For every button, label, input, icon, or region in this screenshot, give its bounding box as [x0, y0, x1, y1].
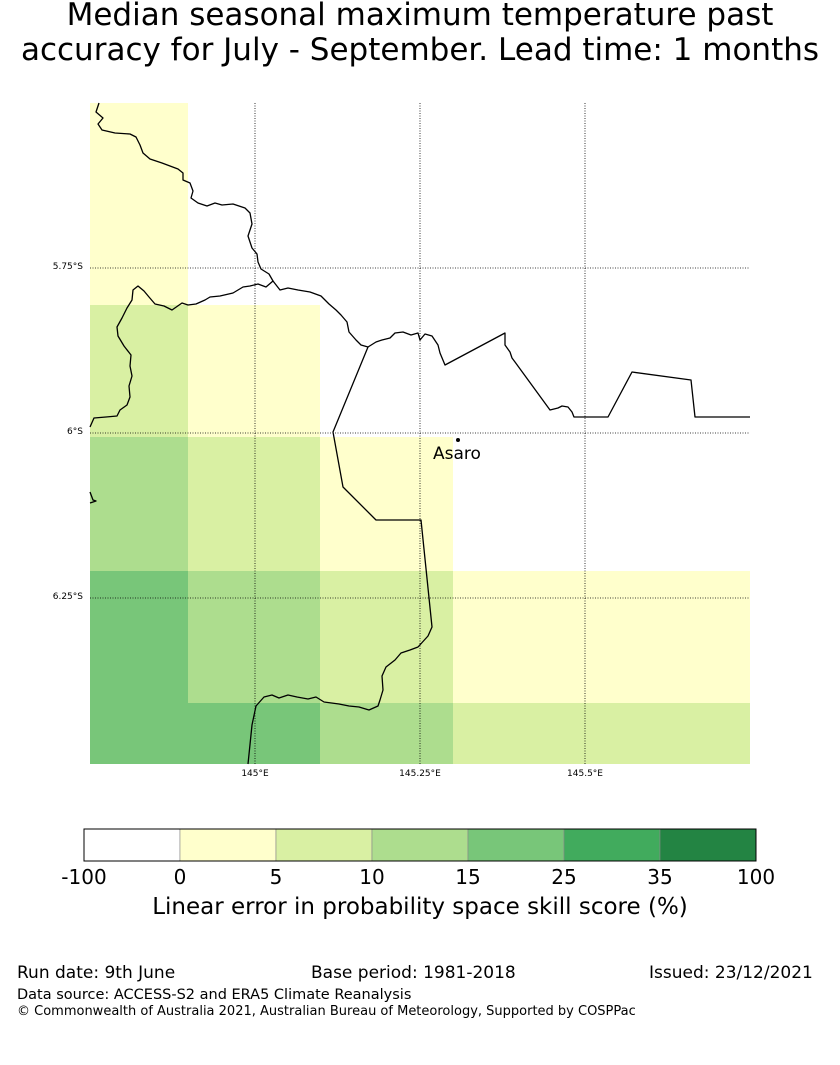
grid-cell	[90, 173, 188, 305]
grid-cell	[320, 703, 453, 764]
chart-title-line-2: accuracy for July - September. Lead time…	[20, 32, 820, 68]
boundary-central	[247, 346, 433, 765]
grid-cell	[90, 437, 188, 571]
grid-cell	[90, 703, 188, 764]
grid-cell	[585, 437, 717, 571]
grid-cell	[717, 703, 750, 764]
grid-cell	[585, 571, 717, 703]
lat-label-6: 6°S	[67, 427, 83, 437]
grid-cell	[717, 173, 750, 305]
lat-label-5-75: 5.75°S	[52, 262, 83, 272]
province-boundaries	[89, 102, 750, 765]
boundary-west-edge	[89, 491, 97, 504]
grid-cell	[453, 173, 585, 305]
boundary-north	[89, 102, 274, 428]
grid-cell	[320, 437, 453, 571]
grid-cell	[717, 571, 750, 703]
grid-cell	[453, 571, 585, 703]
grid-cell	[90, 305, 188, 437]
grid-cell	[90, 103, 188, 173]
grid-cell	[585, 173, 717, 305]
colorbar-tick: 25	[551, 865, 577, 889]
colorbar	[83, 828, 757, 862]
chart-title-line-1: Median seasonal maximum temperature past	[66, 0, 774, 33]
grid-cell	[585, 703, 717, 764]
colorbar-swatch	[371, 828, 469, 862]
lon-label-145: 145°E	[241, 769, 269, 779]
colorbar-tick: 5	[269, 865, 283, 889]
grid-cell	[188, 437, 320, 571]
colorbar-tick: 100	[736, 865, 776, 889]
grid-cell	[585, 103, 717, 173]
lon-label-145-25: 145.25°E	[399, 769, 441, 779]
grid-cell	[320, 571, 453, 703]
boundary-north-east	[272, 280, 750, 418]
colorbar-tick: 15	[455, 865, 481, 889]
colorbar-swatch	[659, 828, 757, 862]
issued-date: Issued: 23/12/2021	[649, 963, 813, 983]
grid-cell	[320, 173, 453, 305]
colorbar-tick: 0	[173, 865, 187, 889]
colorbar-swatch	[275, 828, 373, 862]
grid-cell	[188, 571, 320, 703]
place-marker	[456, 438, 460, 442]
colorbar-tick: -100	[61, 865, 107, 889]
colorbar-swatch	[563, 828, 661, 862]
grid-cell	[453, 305, 585, 437]
grid-cell	[188, 305, 320, 437]
base-period: Base period: 1981-2018	[311, 963, 516, 983]
grid-cell	[717, 103, 750, 173]
grid-cell	[717, 305, 750, 437]
colorbar-swatch	[179, 828, 277, 862]
grid-cell	[320, 103, 453, 173]
run-date: Run date: 9th June	[17, 963, 176, 983]
colorbar-swatch	[467, 828, 565, 862]
grid-cell	[90, 571, 188, 703]
lon-label-145-5: 145.5°E	[567, 769, 603, 779]
skill-grid	[90, 103, 750, 764]
colorbar-tick: 10	[359, 865, 385, 889]
grid-cell	[320, 305, 453, 437]
grid-cell	[188, 703, 320, 764]
place-label: Asaro	[433, 444, 481, 464]
grid-cell	[188, 103, 320, 173]
data-source: Data source: ACCESS-S2 and ERA5 Climate …	[17, 987, 412, 1003]
colorbar-frame	[83, 828, 757, 862]
grid-cell	[717, 437, 750, 571]
grid-cell	[188, 173, 320, 305]
colorbar-label: Linear error in probability space skill …	[152, 894, 688, 920]
graticule	[90, 103, 750, 764]
lat-label-6-25: 6.25°S	[52, 592, 83, 602]
grid-cell	[453, 437, 585, 571]
grid-cell	[453, 103, 585, 173]
colorbar-swatch	[83, 828, 181, 862]
grid-cell	[453, 703, 585, 764]
copyright: © Commonwealth of Australia 2021, Austra…	[17, 1004, 636, 1019]
colorbar-tick: 35	[647, 865, 673, 889]
